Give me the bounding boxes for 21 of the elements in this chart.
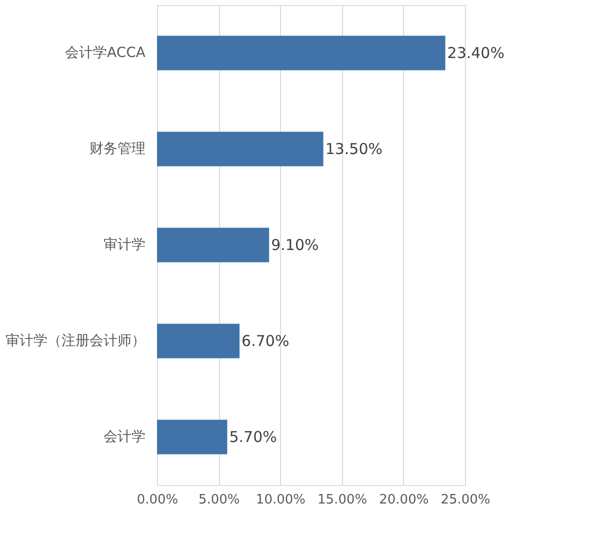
bar xyxy=(157,132,324,166)
x-tick-label: 5.00% xyxy=(198,492,240,508)
data-label: 5.70% xyxy=(229,428,277,446)
bar xyxy=(157,228,270,262)
y-tick-label: 审计学（注册会计师） xyxy=(6,333,146,349)
data-label: 9.10% xyxy=(271,236,319,254)
x-tick-label: 25.00% xyxy=(440,492,490,508)
data-label: 6.70% xyxy=(242,332,290,350)
y-tick-label: 审计学 xyxy=(104,237,146,253)
y-tick-label: 财务管理 xyxy=(90,141,146,157)
y-tick-label: 会计学 xyxy=(104,429,146,445)
x-tick-label: 20.00% xyxy=(379,492,429,508)
bar xyxy=(157,36,446,70)
bar xyxy=(157,324,240,358)
data-label: 23.40% xyxy=(447,44,504,62)
x-tick-label: 10.00% xyxy=(256,492,306,508)
y-tick-label: 会计学ACCA xyxy=(65,45,146,61)
x-tick-label: 0.00% xyxy=(136,492,178,508)
bar xyxy=(157,420,228,454)
data-label: 13.50% xyxy=(325,140,383,158)
x-tick-label: 15.00% xyxy=(318,492,368,508)
